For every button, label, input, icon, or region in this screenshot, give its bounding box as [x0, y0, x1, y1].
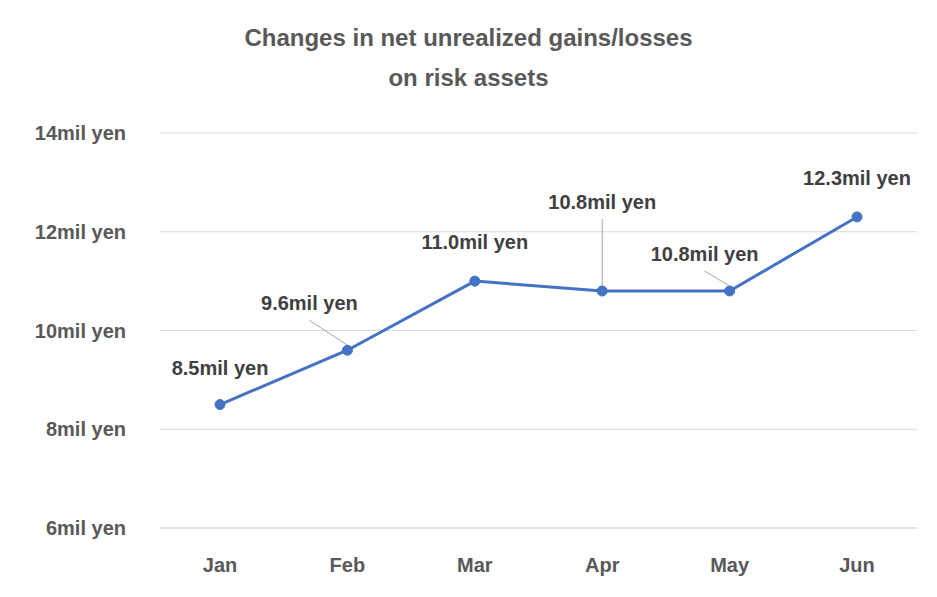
svg-text:8mil yen: 8mil yen — [46, 418, 126, 440]
svg-text:Feb: Feb — [330, 554, 366, 576]
svg-text:May: May — [710, 554, 750, 576]
svg-text:10.8mil yen: 10.8mil yen — [548, 191, 656, 213]
svg-text:9.6mil yen: 9.6mil yen — [261, 292, 358, 314]
html-text:Changes in net unrealized gain: Changes in net unrealized gains/losses o… — [244, 24, 693, 91]
svg-text:6mil yen: 6mil yen — [46, 517, 126, 539]
svg-text:Apr: Apr — [585, 554, 620, 576]
svg-text:11.0mil yen: 11.0mil yen — [421, 231, 528, 253]
svg-text:12mil yen: 12mil yen — [35, 221, 126, 243]
svg-text:8.5mil yen: 8.5mil yen — [172, 357, 269, 379]
svg-text:Mar: Mar — [457, 554, 493, 576]
svg-text:Jan: Jan — [203, 554, 237, 576]
svg-text:Jun: Jun — [839, 554, 875, 576]
svg-text:14mil yen: 14mil yen — [35, 122, 126, 144]
svg-text:10.8mil yen: 10.8mil yen — [651, 243, 759, 265]
svg-text:10mil yen: 10mil yen — [35, 320, 126, 342]
svg-text:12.3mil yen: 12.3mil yen — [803, 167, 911, 189]
